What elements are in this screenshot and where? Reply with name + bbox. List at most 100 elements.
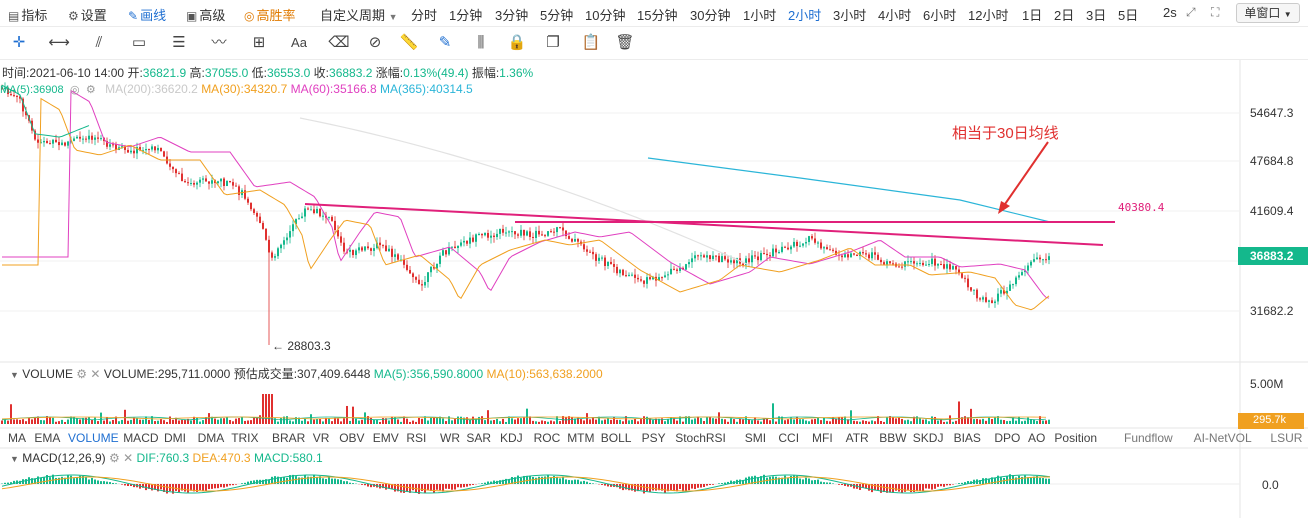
indicator-tab-bias[interactable]: BIAS [953,431,981,445]
period-5[interactable]: 15分钟 [637,8,678,23]
period-16[interactable]: 5日 [1118,8,1139,23]
period-6[interactable]: 30分钟 [690,8,731,23]
indicator-tab-fundflow[interactable]: Fundflow [1124,431,1173,445]
period-9[interactable]: 3小时 [833,8,867,23]
annotation-text: 相当于30日均线 [952,125,1059,142]
indicator-tab-kdj[interactable]: KDJ [500,431,523,445]
settings-icon[interactable]: ⚙ [85,84,96,96]
period-8[interactable]: 2小时 [788,8,822,23]
indicator-menu[interactable]: ▤ 指标 [8,8,48,23]
indicator-tab-psy[interactable]: PSY [641,431,666,445]
fullscreen-icon[interactable]: ⤢ [1186,5,1196,19]
caret-down-icon: ▼ [388,12,398,22]
indicator-tab-ai-netvol[interactable]: AI-NetVOL [1193,431,1252,445]
pencil-icon: ✎ [128,9,139,23]
ruler-tool-icon[interactable]: 📏 [399,34,419,51]
horizontal-ray-tool-icon[interactable]: ⟷ [48,34,70,51]
period-14[interactable]: 2日 [1054,8,1075,23]
macd-axis-label: 0.0 [1262,478,1279,492]
indicator-tab-dpo[interactable]: DPO [994,431,1021,445]
wave-tool-icon[interactable]: 〰 [211,34,227,51]
indicator-tab-dma[interactable]: DMA [197,431,225,445]
settings-icon[interactable]: ⚙ [108,451,120,465]
fibonacci-tool-icon[interactable]: ☰ [172,34,186,51]
indicator-tab-lsur[interactable]: LSUR [1270,431,1303,445]
ma30-legend: MA(30):34320.7 [201,82,288,96]
high-winrate-menu[interactable]: ◎ 高胜率 [244,8,296,23]
period-7[interactable]: 1小时 [743,8,777,23]
indicator-tab-roc[interactable]: ROC [533,431,561,445]
advanced-menu[interactable]: ▣ 高级 [186,8,226,23]
indicator-tab-bbw[interactable]: BBW [879,431,907,445]
indicator-tab-rsi[interactable]: RSI [406,431,427,445]
indicator-tab-vr[interactable]: VR [312,431,330,445]
lock-icon[interactable]: 🔒 [507,34,527,51]
measure-tool-icon[interactable]: ⊞ [252,34,266,51]
current-volume-tag [1238,413,1304,429]
indicator-tab-ao[interactable]: AO [1028,431,1046,445]
descending-trendline[interactable] [304,203,1104,246]
crosshair-tool-icon[interactable]: ✛ [12,34,26,51]
period-1[interactable]: 1分钟 [449,8,483,23]
indicator-tab-volume[interactable]: VOLUME [68,431,119,445]
indicator-tab-skdj[interactable]: SKDJ [912,431,944,445]
indicator-tab-obv[interactable]: OBV [339,431,365,445]
refresh-interval[interactable]: 2s [1163,5,1177,20]
indicator-tab-emv[interactable]: EMV [372,431,399,445]
close-icon[interactable]: ✕ [90,367,101,381]
period-12[interactable]: 12小时 [968,8,1009,23]
period-2[interactable]: 3分钟 [495,8,529,23]
indicator-tab-ma[interactable]: MA [8,431,26,445]
indicator-tab-ema[interactable]: EMA [34,431,61,445]
eraser-tool-icon[interactable]: ⌫ [328,34,350,51]
clipboard-icon[interactable]: 📋 [581,34,601,51]
collapse-icon[interactable]: ▼ [10,370,19,380]
ma200-legend: MA(200):36620.2 [105,82,198,96]
period-11[interactable]: 6小时 [923,8,957,23]
arrow-head-icon [998,201,1010,214]
candle-style-icon[interactable]: ⫼ [477,34,485,51]
period-0[interactable]: 分时 [411,8,438,23]
indicator-tab-mfi[interactable]: MFI [812,431,833,445]
brush-tool-icon[interactable]: ✎ [438,34,452,51]
rectangle-tool-icon[interactable]: ▭ [131,34,147,51]
indicator-tab-boll[interactable]: BOLL [600,431,632,445]
window-mode-button[interactable]: 单窗口 ▼ [1236,3,1300,23]
settings-icon[interactable]: ⚙ [76,367,88,381]
expand-icon[interactable]: ⛶ [1211,5,1220,19]
indicator-tab-brar[interactable]: BRAR [272,431,306,445]
period-10[interactable]: 4小时 [878,8,912,23]
period-4[interactable]: 10分钟 [585,8,626,23]
custom-period-dropdown[interactable]: 自定义周期 ▼ [320,8,398,23]
indicator-tab-cci[interactable]: CCI [778,431,800,445]
current-price-tag [1238,247,1308,265]
indicator-tab-atr[interactable]: ATR [845,431,869,445]
collapse-icon[interactable]: ▼ [10,454,19,464]
indicator-tab-macd[interactable]: MACD [123,431,159,445]
indicator-tab-mtm[interactable]: MTM [567,431,595,445]
trash-icon[interactable]: 🗑 [615,34,635,51]
draw-line-menu[interactable]: ✎ 画线 [128,8,167,23]
hide-drawings-icon[interactable]: ⊘ [368,34,382,51]
indicator-tab-sar[interactable]: SAR [466,431,492,445]
calendar-icon: ▣ [186,9,198,23]
eye-icon[interactable]: ◎ [69,84,80,96]
annotation-arrow [1002,141,1049,208]
indicator-tab-position[interactable]: Position [1054,431,1098,445]
indicator-tab-dmi[interactable]: DMI [164,431,186,445]
settings-menu[interactable]: ⚙ 设置 [68,8,107,23]
period-13[interactable]: 1日 [1022,8,1043,23]
text-tool-icon[interactable]: Aa [291,35,307,50]
copy-icon[interactable]: ❐ [546,34,560,51]
macd-legend: ▼ MACD(12,26,9) ⚙ ✕ DIF:760.3 DEA:470.3 … [10,451,323,465]
period-3[interactable]: 5分钟 [540,8,574,23]
indicator-tab-stochrsi[interactable]: StochRSI [675,431,726,445]
close-icon[interactable]: ✕ [123,451,134,465]
volume-legend: ▼ VOLUME ⚙ ✕ VOLUME:295,711.0000 预估成交量:3… [10,367,603,381]
period-15[interactable]: 3日 [1086,8,1107,23]
indicator-tab-smi[interactable]: SMI [744,431,767,445]
parallel-line-tool-icon[interactable]: ⫽ [95,34,103,51]
indicator-tab-trix[interactable]: TRIX [231,431,259,445]
indicator-tab-wr[interactable]: WR [440,431,460,445]
